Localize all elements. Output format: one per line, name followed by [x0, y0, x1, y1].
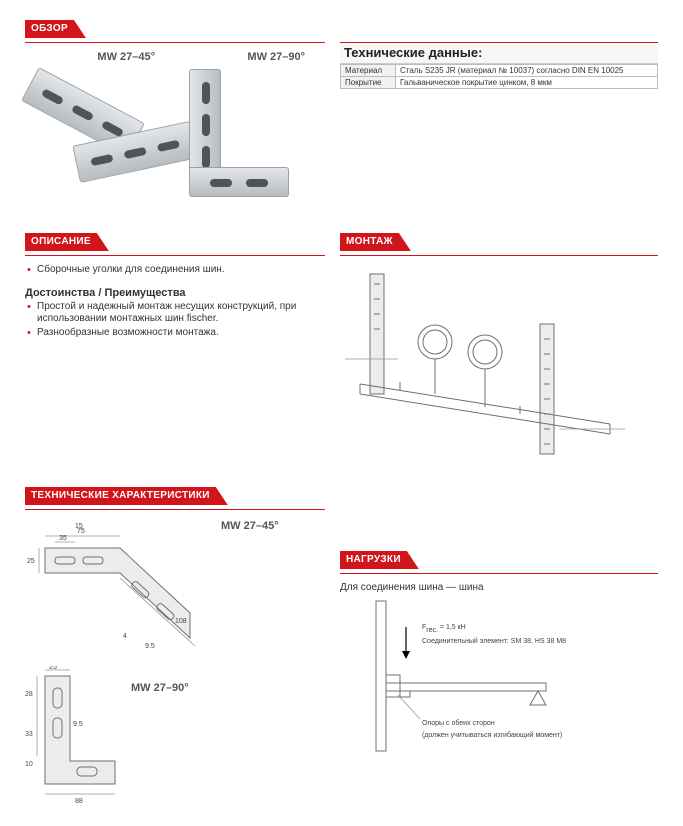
- tech-val: Сталь S235 JR (материал № 10037) согласн…: [396, 65, 658, 77]
- section-rule: [340, 255, 658, 256]
- section-header-description: ОПИСАНИЕ: [25, 233, 325, 251]
- section-rule: [25, 255, 325, 256]
- section-header-overview: ОБЗОР: [25, 20, 658, 38]
- dimension-drawing-90: 25 28 33 9.5 88 10: [25, 666, 125, 806]
- tech-val: Гальваническое покрытие цинком, 8 мкм: [396, 77, 658, 89]
- svg-text:(должен учитываться изгибающий: (должен учитываться изгибающий момент): [422, 731, 562, 739]
- svg-text:88: 88: [75, 798, 83, 805]
- product-b-image: [179, 67, 299, 207]
- section-title: МОНТАЖ: [340, 233, 411, 251]
- loads-diagram: Frec. = 1,5 кН Соединительный элемент: S…: [340, 597, 630, 757]
- tech-data-title: Технические данные:: [340, 42, 658, 64]
- table-row: Материал Сталь S235 JR (материал № 10037…: [341, 65, 658, 77]
- svg-text:9.5: 9.5: [145, 643, 155, 650]
- svg-text:28: 28: [25, 691, 33, 698]
- advantages-title: Достоинства / Преимущества: [25, 287, 325, 299]
- table-row: Покрытие Гальваническое покрытие цинком,…: [341, 77, 658, 89]
- tech-key: Материал: [341, 65, 396, 77]
- section-rule: [25, 42, 325, 43]
- tech-key: Покрытие: [341, 77, 396, 89]
- advantages-list: Простой и надежный монтаж несущих констр…: [25, 301, 325, 340]
- svg-text:Frec. = 1,5 кН: Frec. = 1,5 кН: [422, 624, 466, 634]
- svg-text:108: 108: [175, 618, 187, 625]
- section-header-loads: НАГРУЗКИ: [340, 551, 658, 569]
- section-header-techchar: ТЕХНИЧЕСКИЕ ХАРАКТЕРИСТИКИ: [25, 487, 325, 505]
- dim-label-45: MW 27–45°: [221, 520, 279, 532]
- section-rule: [25, 509, 325, 510]
- tech-data-table: Материал Сталь S235 JR (материал № 10037…: [340, 64, 658, 89]
- svg-text:35: 35: [59, 535, 67, 542]
- product-labels: MW 27–45° MW 27–90°: [25, 51, 325, 63]
- svg-text:25: 25: [27, 558, 35, 565]
- svg-text:Соединительный элемент: SM 38,: Соединительный элемент: SM 38, HS 38 M8: [422, 637, 566, 645]
- loads-caption: Для соединения шина — шина: [340, 582, 658, 593]
- svg-text:25: 25: [49, 666, 57, 671]
- svg-text:10: 10: [25, 761, 33, 768]
- product-a-image: [29, 67, 169, 207]
- list-item: Сборочные уголки для соединения шин.: [25, 264, 325, 277]
- description-list: Сборочные уголки для соединения шин.: [25, 264, 325, 277]
- dimension-drawing-45: 75 35 25 15 108 4 9.5: [25, 518, 215, 658]
- list-item: Простой и надежный монтаж несущих констр…: [25, 301, 325, 326]
- montage-illustration: [340, 264, 630, 464]
- dim-label-90: MW 27–90°: [131, 682, 189, 694]
- svg-text:15: 15: [75, 523, 83, 530]
- product-a-label: MW 27–45°: [25, 51, 175, 63]
- svg-text:9.5: 9.5: [73, 721, 83, 728]
- section-title: ТЕХНИЧЕСКИЕ ХАРАКТЕРИСТИКИ: [25, 487, 228, 505]
- svg-text:4: 4: [123, 633, 127, 640]
- section-rule: [340, 573, 658, 574]
- svg-text:Опоры с обеих сторон: Опоры с обеих сторон: [422, 719, 495, 727]
- svg-text:33: 33: [25, 731, 33, 738]
- product-b-label: MW 27–90°: [175, 51, 325, 63]
- list-item: Разнообразные возможности монтажа.: [25, 327, 325, 340]
- section-title: ОПИСАНИЕ: [25, 233, 109, 251]
- section-title: НАГРУЗКИ: [340, 551, 419, 569]
- section-header-montage: МОНТАЖ: [340, 233, 658, 251]
- section-title: ОБЗОР: [25, 20, 86, 38]
